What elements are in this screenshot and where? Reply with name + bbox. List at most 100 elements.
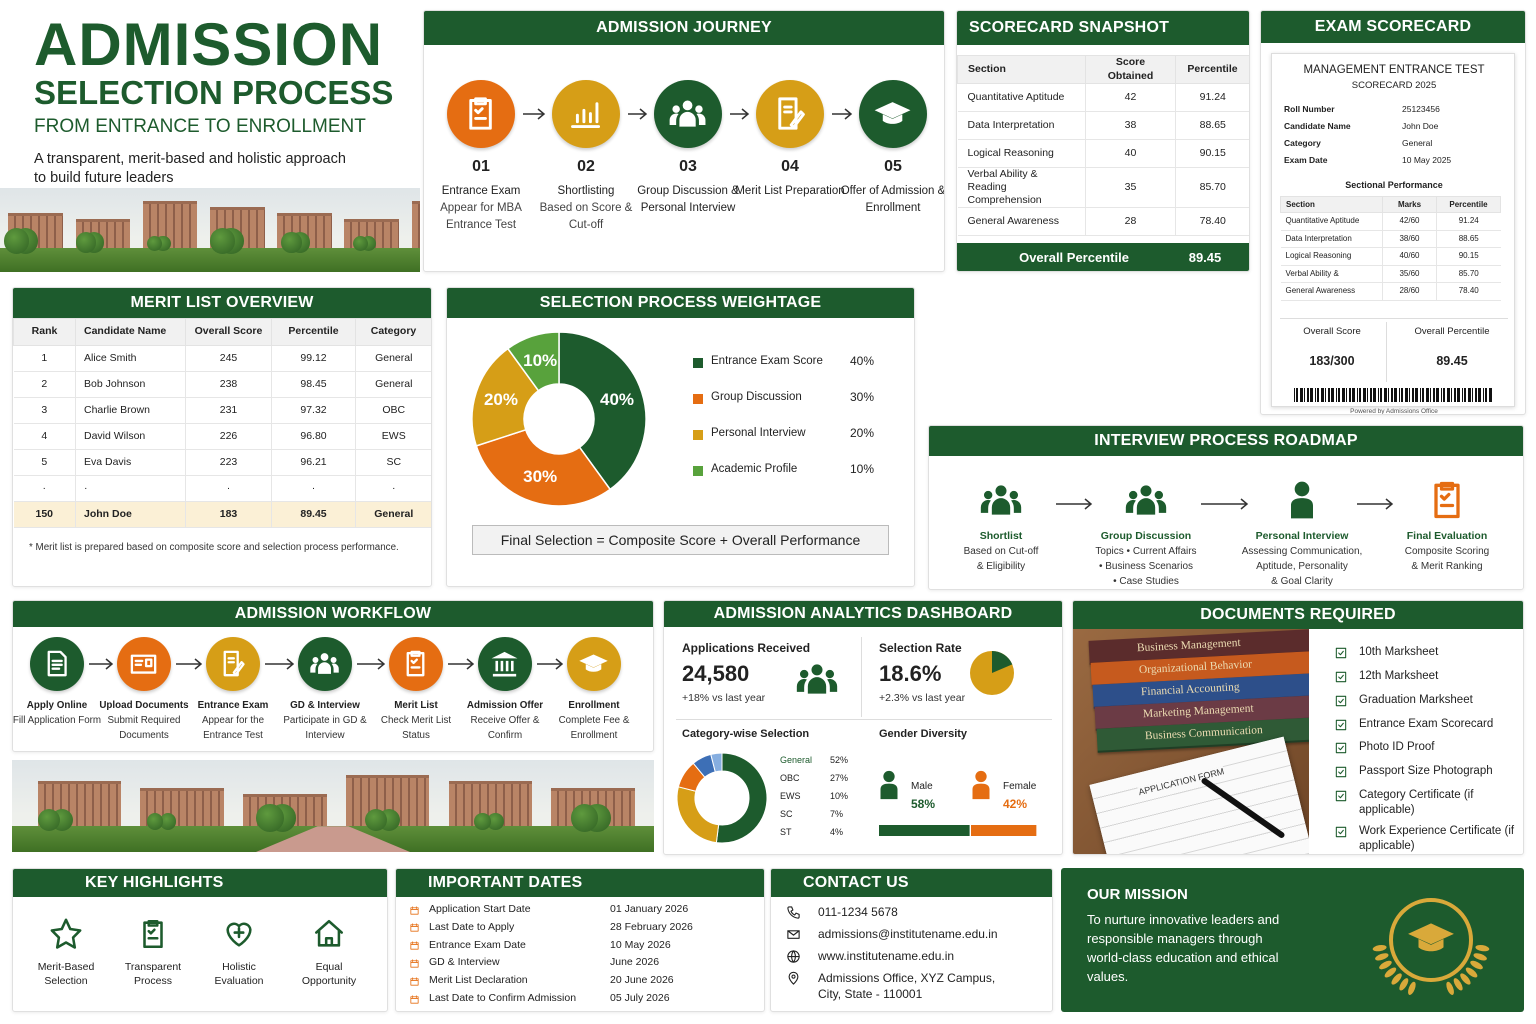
table-cell: 40 (1085, 139, 1176, 168)
campus-photo (12, 760, 654, 852)
table-cell: 78.40 (1436, 282, 1501, 301)
tree (281, 232, 302, 253)
icon-circle (389, 637, 443, 691)
scorecard-card: MANAGEMENT ENTRANCE TEST SCORECARD 2025 Ro… (1271, 53, 1515, 414)
legend-value: 10% (830, 791, 849, 801)
icon-part (788, 971, 798, 985)
workflow-text: Submit Required Documents (107, 715, 181, 741)
divider (676, 719, 1052, 720)
icon-circle (756, 80, 824, 148)
icon (579, 654, 609, 673)
table-cell: 183 (185, 501, 272, 528)
table-cell: Bob Johnson (75, 371, 186, 398)
tree (352, 236, 368, 252)
icon-part (50, 918, 82, 949)
icon-part (1338, 769, 1344, 775)
section-label: Gender Diversity (879, 728, 968, 740)
table-cell: 231 (185, 397, 272, 424)
pie-slice (992, 651, 1013, 673)
table-cell: General Awareness (957, 207, 1086, 237)
icon (670, 100, 706, 128)
table-cell: General (355, 345, 431, 372)
header-cell: Category (355, 318, 431, 346)
document-item: 12th Marksheet (1359, 670, 1439, 682)
roadmap-line: Composite Scoring (1404, 546, 1490, 557)
icon-circle (478, 637, 532, 691)
icon (131, 655, 157, 675)
icon-part (1335, 647, 1347, 659)
table-cell: 38/60 (1382, 230, 1437, 248)
stat-value: 18.6% (879, 661, 942, 686)
table-cell: 226 (185, 423, 272, 450)
icon-part (1408, 923, 1454, 945)
barcode-bar (1342, 388, 1345, 402)
barcode-bar (1412, 388, 1414, 402)
step-number: 05 (884, 158, 902, 175)
barcode-bar (1475, 388, 1477, 402)
barcode-bar (1304, 388, 1305, 402)
icon-part (409, 977, 419, 986)
section-label: Category-wise Selection (682, 728, 810, 740)
roadmap-line: Assessing Communication, (1241, 546, 1363, 557)
panel-title: MERIT LIST OVERVIEW (13, 288, 431, 318)
table-row: Logical Reasoning 40 90.15 (957, 139, 1249, 168)
step-block: Entrance Exam Appear for MBA Entrance Tes… (426, 183, 536, 234)
date-value: June 2026 (610, 956, 660, 969)
barcode-bar (1296, 388, 1298, 402)
icon-part (1338, 722, 1344, 728)
step-number: 04 (781, 158, 799, 175)
gender-value: 58% (911, 797, 936, 811)
legend-name: SC (780, 809, 793, 819)
laurel-leaf (1408, 981, 1416, 995)
icon (1408, 923, 1454, 952)
workflow-step: Merit List Check Merit List Status (371, 698, 461, 743)
document-item: Category Certificate (if applicable) (1359, 789, 1474, 816)
barcode-bar (1472, 388, 1473, 402)
document-item: Graduation Marksheet (1359, 694, 1473, 706)
barcode-bar (1336, 388, 1337, 402)
table-cell: 238 (185, 371, 272, 398)
tree (365, 808, 388, 831)
table-cell: 245 (185, 345, 272, 372)
barcode-bar (1457, 388, 1460, 402)
roadmap-line: & Merit Ranking (1411, 561, 1483, 572)
roadmap-line: Aptitude, Personality (1256, 561, 1348, 572)
table-cell: 35 (1085, 167, 1176, 209)
table-cell: 28 (1085, 207, 1176, 237)
table-cell: 5 (13, 449, 76, 476)
icon (1335, 766, 1347, 778)
workflow-title: Admission Offer (466, 700, 544, 711)
icon-part (409, 994, 419, 1004)
barcode-bar (1451, 388, 1452, 402)
roadmap-line: Based on Cut-off (963, 546, 1039, 557)
tree (75, 232, 96, 253)
laurel-leaf (1399, 978, 1409, 991)
table-row: Quantitative Aptitude 42/60 91.24 (1280, 212, 1501, 231)
icon-part (1434, 481, 1460, 519)
table-cell: Alice Smith (75, 345, 186, 372)
workflow-text: Appear for the Entrance Test (201, 715, 265, 741)
slice-label: 30% (523, 467, 558, 486)
barcode-bar (1352, 388, 1355, 402)
icon-part (796, 664, 838, 694)
barcode-bar (1468, 388, 1471, 402)
panel: INTERVIEW PROCESS ROADMAP Shortlist Based … (928, 425, 1524, 590)
tree (474, 812, 491, 830)
document-item: Passport Size Photograph (1359, 765, 1493, 777)
barcode-bar (1346, 388, 1347, 402)
icon-part (883, 114, 903, 125)
table-row: Verbal Ability & 35/60 85.70 (1280, 265, 1501, 283)
workflow-step: Enrollment Complete Fee & Enrollment (549, 698, 639, 743)
icon-part (224, 651, 246, 677)
barcode-bar (1483, 388, 1484, 402)
icon-part (1338, 793, 1344, 799)
book-title: Business Management (1136, 636, 1241, 655)
book-title: Business Communication (1144, 724, 1264, 743)
field-value: General (1402, 138, 1433, 148)
mission-panel: OUR MISSION To nurture innovative leaders… (1061, 868, 1524, 1012)
icon (409, 905, 419, 915)
table-row: 4 David Wilson 226 96.80 EWS (13, 423, 431, 450)
icon (786, 929, 800, 939)
legend-name: General (780, 755, 813, 765)
